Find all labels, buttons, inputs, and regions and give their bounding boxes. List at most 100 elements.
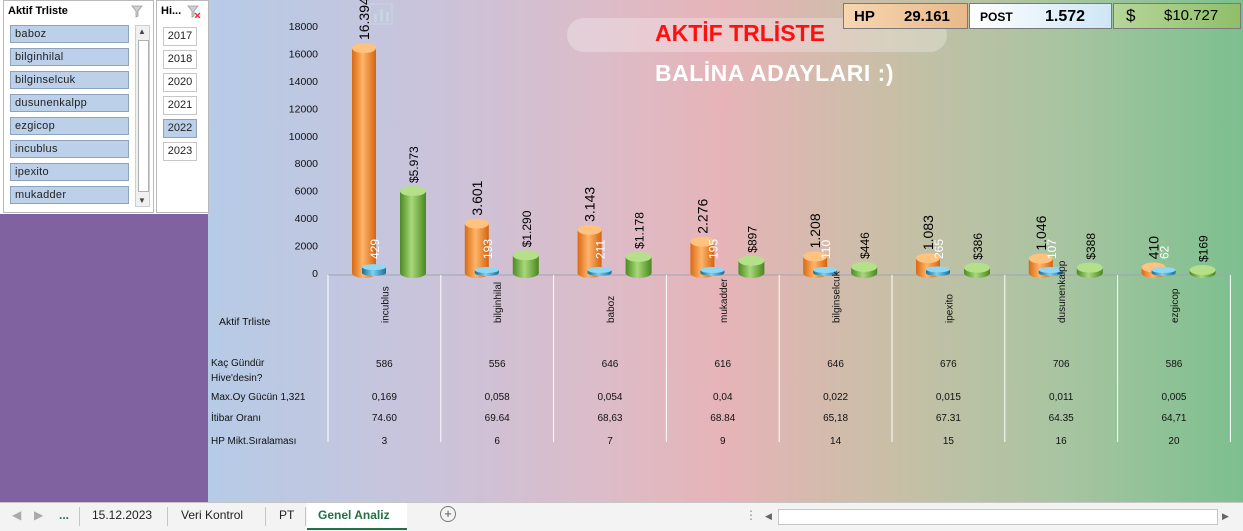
data-label-bilginhilal-s0: 3.601	[469, 180, 485, 215]
table-cell: 0,058	[484, 392, 510, 403]
table-cell: 616	[714, 359, 732, 370]
slicer-item-bilginselcuk[interactable]: bilginselcuk	[10, 71, 129, 89]
bar-ipexito-s1	[926, 266, 950, 276]
data-label-incublus-s2: $5.973	[407, 146, 421, 183]
tab-veri-kontrol[interactable]: Veri Kontrol	[181, 508, 244, 522]
tab-more[interactable]: ...	[59, 508, 70, 522]
table-cell: 64.35	[1048, 413, 1074, 424]
table-cell: 676	[940, 359, 957, 370]
scroll-down-icon[interactable]: ▼	[138, 196, 146, 205]
table-cell: 74.60	[371, 413, 397, 424]
table-cell: 64,71	[1161, 413, 1187, 424]
add-sheet-icon[interactable]: +	[440, 506, 456, 522]
clear-filter-icon[interactable]	[131, 5, 145, 18]
slicer-item-mukadder[interactable]: mukadder	[10, 186, 129, 204]
y-tick-label: 4000	[295, 213, 319, 225]
split-handle-icon[interactable]: ⋮	[745, 508, 757, 522]
data-label-bilginselcuk-s2: $446	[858, 232, 872, 259]
slicer-item-incublus[interactable]: incublus	[10, 140, 129, 158]
category-label: incublus	[380, 286, 391, 323]
row-label: HP Mikt.Sıralaması	[211, 436, 297, 447]
table-cell: 646	[827, 359, 844, 370]
row-label: Hive'desin?	[211, 373, 263, 384]
year-item-2021[interactable]: 2021	[163, 96, 197, 115]
row-label: Kaç Gündür	[211, 358, 265, 369]
slicer-item-baboz[interactable]: baboz	[10, 25, 129, 43]
data-label-bilginhilal-s1: 193	[481, 239, 495, 259]
data-label-mukadder-s2: $897	[745, 226, 759, 253]
bar-mukadder-s2	[738, 255, 765, 278]
bar-mukadder-s1	[700, 267, 725, 276]
data-label-bilginselcuk-s0: 1.208	[807, 213, 823, 248]
year-item-2023[interactable]: 2023	[163, 142, 197, 161]
hscroll-right-icon[interactable]: ▶	[1222, 511, 1229, 521]
table-cell: 9	[720, 436, 726, 447]
y-tick-label: 18000	[289, 21, 318, 33]
post-value: 1.572	[1045, 8, 1086, 25]
table-cell: 556	[488, 359, 506, 370]
bar-dusunenkalpp-s2	[1076, 262, 1103, 278]
table-cell: 0,054	[597, 392, 623, 403]
scroll-thumb[interactable]	[138, 40, 149, 192]
y-tick-label: 10000	[289, 131, 318, 143]
table-cell: 646	[601, 359, 619, 370]
data-label-baboz-s2: $1.178	[633, 212, 647, 249]
y-tick-label: 8000	[295, 158, 319, 170]
table-cell: 586	[376, 359, 393, 370]
bar-ipexito-s2	[964, 262, 990, 278]
table-cell: 0,011	[1049, 392, 1074, 403]
slicer-header: Hi...	[161, 5, 182, 17]
tab-15-12-2023[interactable]: 15.12.2023	[92, 508, 153, 522]
year-slicer: Hi... 2017 2018 2020 2021 2022 2023	[156, 0, 209, 213]
tab-next-arrow[interactable]: ▶	[34, 508, 44, 522]
data-label-mukadder-s0: 2.276	[694, 199, 710, 234]
slicer-scrollbar[interactable]: ▲ ▼	[135, 25, 150, 207]
table-cell: 15	[942, 436, 954, 447]
hp-label: HP	[854, 8, 875, 25]
bar-bilginselcuk-s2	[851, 261, 878, 278]
horizontal-scrollbar[interactable]	[778, 509, 1218, 525]
dollar-value: $10.727	[1164, 7, 1219, 24]
bar-incublus-s2	[400, 186, 426, 278]
y-tick-label: 6000	[295, 186, 319, 198]
clear-filter-icon[interactable]	[187, 5, 201, 18]
slicer-item-ipexito[interactable]: ipexito	[10, 163, 129, 181]
row-label: İtibar Oranı	[211, 413, 262, 424]
slicer-item-bilginhilal[interactable]: bilginhilal	[10, 48, 129, 66]
year-item-2017[interactable]: 2017	[163, 27, 197, 46]
scroll-up-icon[interactable]: ▲	[138, 27, 146, 36]
y-tick-label: 12000	[289, 103, 318, 115]
dollar-label: $	[1126, 6, 1136, 25]
year-item-2018[interactable]: 2018	[163, 50, 197, 69]
hscroll-left-icon[interactable]: ◀	[765, 511, 772, 521]
data-label-ipexito-s2: $386	[971, 233, 985, 260]
slicer-item-ezgicop[interactable]: ezgicop	[10, 117, 129, 135]
data-label-ipexito-s0: 1.083	[920, 215, 936, 250]
table-cell: 14	[830, 436, 842, 447]
tab-genel-analiz[interactable]: Genel Analiz	[307, 503, 407, 530]
dashboard-title: AKTİF TRLİSTE	[655, 20, 825, 46]
data-label-incublus-s1: 429	[368, 239, 382, 259]
bar-ezgicop-s1	[1151, 267, 1176, 276]
dashboard-subtitle: BALİNA ADAYLARI :)	[655, 60, 894, 86]
slicer-item-dusunenkalpp[interactable]: dusunenkalpp	[10, 94, 129, 112]
table-cell: 20	[1168, 436, 1180, 447]
bar-ezgicop-s2	[1189, 265, 1216, 278]
row-label: Max.Oy Gücün 1,321	[211, 392, 306, 403]
tab-pt[interactable]: PT	[279, 508, 295, 522]
year-item-2020[interactable]: 2020	[163, 73, 197, 92]
dollar-kpi: $ $10.727	[1113, 3, 1241, 29]
category-label: mukadder	[719, 278, 730, 323]
data-label-mukadder-s1: 195	[706, 239, 720, 259]
slicer-header: Aktif Trliste	[8, 5, 68, 17]
category-label: ipexito	[944, 294, 955, 323]
table-cell: 706	[1052, 359, 1070, 370]
bar-baboz-s1	[587, 267, 612, 276]
year-item-2022[interactable]: 2022	[163, 119, 197, 138]
tab-prev-arrow[interactable]: ◀	[12, 508, 22, 522]
data-label-ipexito-s1: 265	[932, 239, 946, 259]
table-cell: 3	[381, 436, 388, 447]
data-label-bilginselcuk-s1: 110	[819, 240, 833, 259]
table-cell: 586	[1165, 359, 1183, 370]
bar-incublus-s1	[362, 264, 386, 276]
